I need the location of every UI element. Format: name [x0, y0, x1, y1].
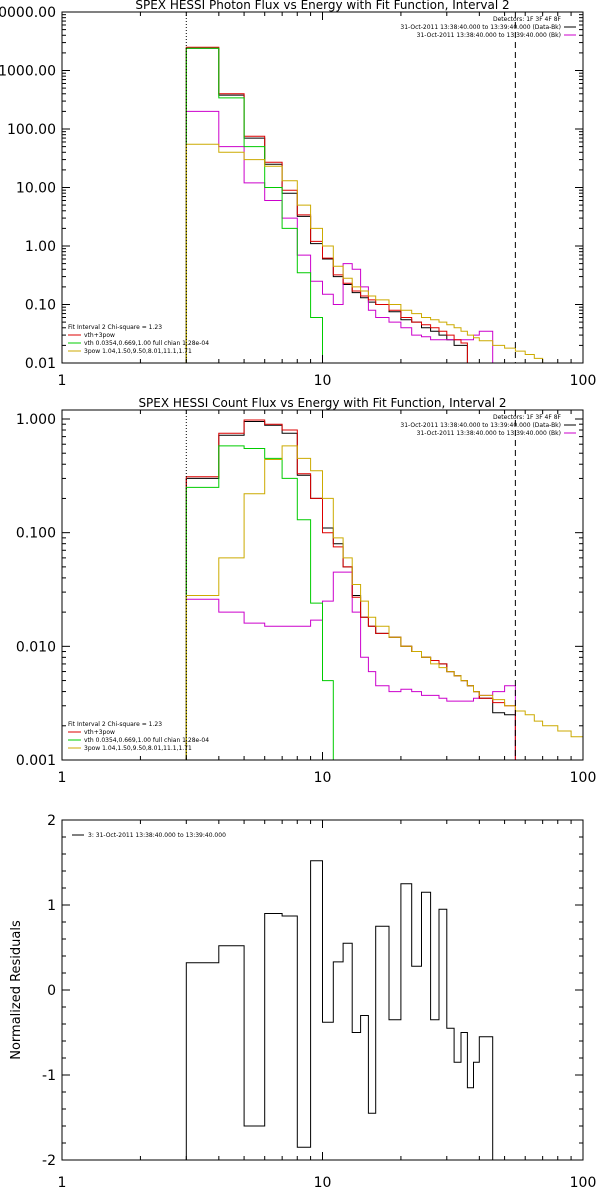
series-line-2 — [185, 419, 516, 760]
y-tick-label: 0.001 — [16, 753, 56, 769]
photon-flux-chart: SPEX HESSI Photon Flux vs Energy with Fi… — [0, 0, 597, 389]
y-tick-label: 10000.00 — [0, 5, 56, 21]
series-group — [185, 46, 558, 363]
legend-entry: vth 0.0354,0.669,1.00 full chian 1.28e-0… — [84, 737, 209, 744]
chart-title: SPEX HESSI Photon Flux vs Energy with Fi… — [135, 0, 509, 12]
legend-entry: 3pow 1.04,1.50,9.50,8.01,11.1,1.71 — [84, 745, 192, 752]
y-tick-label: 0.100 — [16, 526, 56, 542]
legend-entry: 31-Oct-2011 13:38:40.000 to 13:39:40.000… — [417, 32, 561, 39]
series-line-2 — [185, 46, 468, 363]
x-tick-label: 100 — [570, 1175, 597, 1191]
series-line-1 — [185, 571, 516, 760]
legend-entry: Detectors: 1F 3F 4F 8F — [493, 414, 562, 421]
series-line-0 — [185, 860, 516, 1160]
series-line-3 — [185, 445, 344, 760]
y-tick-label: 10.00 — [16, 181, 56, 197]
legend-entry: Fit Interval 2 Chi-square = 1.23 — [68, 721, 162, 728]
legend-entry: 31-Oct-2011 13:38:40.000 to 13:39:40.000… — [400, 422, 561, 429]
plot-frame — [61, 11, 584, 364]
residuals-chart: Normalized Residuals 1 10 100 -2 -1 0 1 2 3: 31-O… — [9, 813, 597, 1191]
y-tick-label: 0.01 — [25, 356, 56, 372]
legend-entry: 3pow 1.04,1.50,9.50,8.01,11.1,1.71 — [84, 348, 192, 355]
y-tick-label: -1 — [42, 1068, 56, 1084]
x-tick-label: 1 — [58, 373, 67, 389]
plot-frame — [61, 409, 584, 761]
legend-entry: vth+3pow — [84, 332, 115, 339]
series-line-4 — [185, 445, 583, 760]
series-line-4 — [185, 143, 558, 363]
y-tick-label: 1 — [47, 898, 56, 914]
y-tick-label: 1000.00 — [0, 64, 56, 80]
y-axis-label: Normalized Residuals — [9, 920, 24, 1060]
series-line-3 — [185, 47, 334, 363]
series-line-0 — [185, 421, 516, 760]
y-tick-label: 100.00 — [7, 122, 56, 138]
legend-entry: 31-Oct-2011 13:38:40.000 to 13:39:40.000… — [400, 24, 561, 31]
x-tick-label: 100 — [570, 770, 597, 786]
x-tick-label: 10 — [314, 1175, 332, 1191]
legend-entry: Fit Interval 2 Chi-square = 1.23 — [68, 324, 162, 331]
y-tick-label: 1.00 — [25, 239, 56, 255]
y-tick-label: 2 — [47, 813, 56, 829]
legend-entry: vth 0.0354,0.669,1.00 full chian 1.28e-0… — [84, 340, 209, 347]
legend-entry: 3: 31-Oct-2011 13:38:40.000 to 13:39:40.… — [88, 832, 226, 839]
count-flux-chart: SPEX HESSI Count Flux vs Energy with Fit… — [16, 397, 597, 786]
y-tick-label: 0.10 — [25, 298, 56, 314]
x-tick-label: 100 — [570, 373, 597, 389]
x-tick-label: 1 — [58, 1175, 67, 1191]
y-tick-label: 0 — [47, 983, 56, 999]
x-tick-label: 10 — [314, 373, 332, 389]
legend-entry: 31-Oct-2011 13:38:40.000 to 13:39:40.000… — [417, 430, 561, 437]
chart-title: SPEX HESSI Count Flux vs Energy with Fit… — [138, 397, 506, 410]
y-tick-label: 1.000 — [16, 412, 56, 428]
x-tick-label: 1 — [58, 770, 67, 786]
series-group — [185, 419, 583, 760]
y-tick-label: 0.010 — [16, 639, 56, 655]
legend-entry: Detectors: 1F 3F 4F 8F — [493, 16, 562, 23]
y-tick-label: -2 — [42, 1153, 56, 1169]
legend-entry: vth+3pow — [84, 729, 115, 736]
series-line-0 — [185, 47, 468, 363]
x-tick-label: 10 — [314, 770, 332, 786]
series-group — [185, 860, 516, 1160]
